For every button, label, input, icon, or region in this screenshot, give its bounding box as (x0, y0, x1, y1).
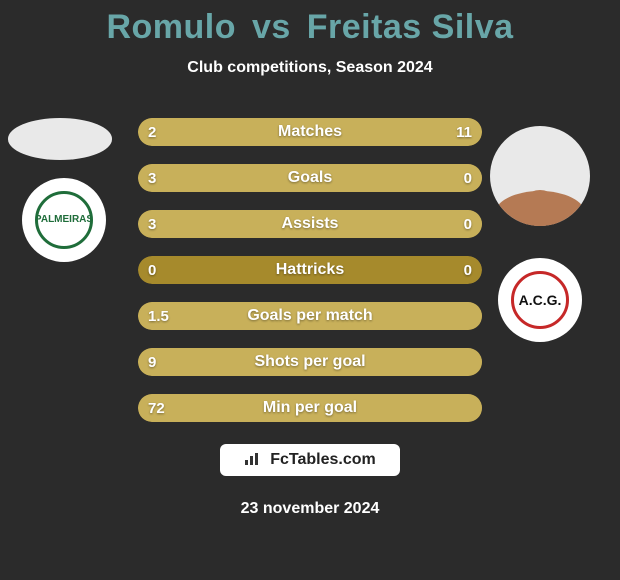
stat-label: Matches (138, 118, 482, 146)
club-left-crest-text: PALMEIRAS (35, 214, 93, 225)
title-right: Freitas Silva (307, 8, 514, 46)
footer-logo-text: FcTables.com (270, 451, 376, 469)
stat-label: Hattricks (138, 256, 482, 284)
footer-date: 23 november 2024 (0, 500, 620, 518)
stat-row: 00Hattricks (138, 256, 482, 284)
stat-row: 72Min per goal (138, 394, 482, 422)
footer-logo: FcTables.com (220, 444, 400, 476)
stat-row: 30Goals (138, 164, 482, 192)
stat-label: Shots per goal (138, 348, 482, 376)
club-left-crest: PALMEIRAS (22, 178, 106, 262)
stat-label: Goals per match (138, 302, 482, 330)
title-left: Romulo (106, 8, 236, 46)
stat-row: 1.5Goals per match (138, 302, 482, 330)
subtitle: Club competitions, Season 2024 (0, 59, 620, 77)
title-vs: vs (252, 8, 291, 46)
stats-bars: 211Matches 30Goals 30Assists 00Hattricks 1.5… (138, 118, 482, 440)
club-right-crest: A.C.G. (498, 258, 582, 342)
chart-icon (244, 452, 262, 469)
player-left-portrait (8, 118, 112, 160)
player-right-portrait (490, 126, 590, 226)
stat-row: 9Shots per goal (138, 348, 482, 376)
stat-label: Assists (138, 210, 482, 238)
stat-row: 211Matches (138, 118, 482, 146)
stat-label: Min per goal (138, 394, 482, 422)
page-title: Romulo vs Freitas Silva (0, 0, 620, 47)
stat-label: Goals (138, 164, 482, 192)
stat-row: 30Assists (138, 210, 482, 238)
club-right-crest-text: A.C.G. (519, 292, 562, 308)
